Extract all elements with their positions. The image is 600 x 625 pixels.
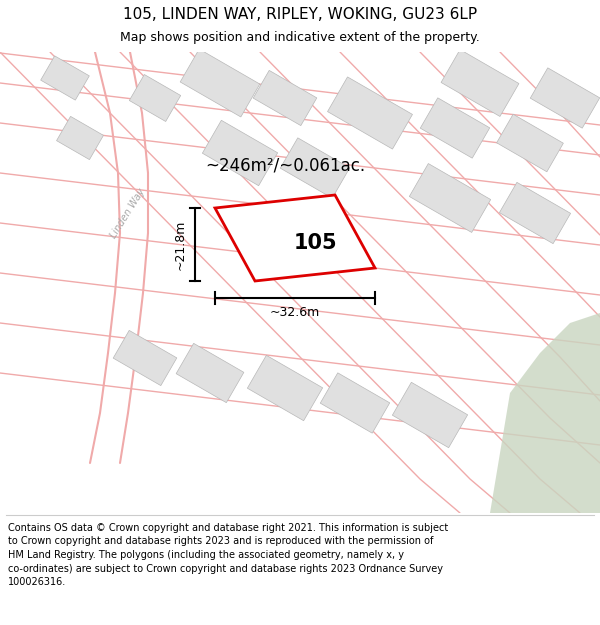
Polygon shape [41,56,89,100]
Polygon shape [202,120,278,186]
Polygon shape [247,355,323,421]
Polygon shape [420,98,490,158]
Polygon shape [499,182,571,244]
Text: 105, LINDEN WAY, RIPLEY, WOKING, GU23 6LP: 105, LINDEN WAY, RIPLEY, WOKING, GU23 6L… [123,7,477,22]
Text: HM Land Registry. The polygons (including the associated geometry, namely x, y: HM Land Registry. The polygons (includin… [8,550,404,560]
Polygon shape [490,313,600,513]
Text: Map shows position and indicative extent of the property.: Map shows position and indicative extent… [120,31,480,44]
Text: to Crown copyright and database rights 2023 and is reproduced with the permissio: to Crown copyright and database rights 2… [8,536,433,546]
Text: Linden Way: Linden Way [109,186,147,239]
Polygon shape [530,68,600,128]
Polygon shape [113,331,177,386]
Polygon shape [328,77,412,149]
Polygon shape [441,49,519,116]
Polygon shape [56,116,103,159]
Polygon shape [409,164,491,232]
Polygon shape [130,74,181,121]
Polygon shape [392,382,467,448]
Polygon shape [180,49,260,117]
Text: 105: 105 [293,233,337,253]
Polygon shape [320,373,390,433]
Polygon shape [253,71,317,126]
Text: ~21.8m: ~21.8m [174,219,187,270]
Text: co-ordinates) are subject to Crown copyright and database rights 2023 Ordnance S: co-ordinates) are subject to Crown copyr… [8,564,443,574]
Polygon shape [215,195,375,281]
Polygon shape [497,114,563,172]
Text: ~32.6m: ~32.6m [270,306,320,319]
Text: ~246m²/~0.061ac.: ~246m²/~0.061ac. [205,157,365,175]
Polygon shape [176,343,244,402]
Text: Contains OS data © Crown copyright and database right 2021. This information is : Contains OS data © Crown copyright and d… [8,523,448,533]
Polygon shape [280,138,350,198]
Text: 100026316.: 100026316. [8,577,66,587]
